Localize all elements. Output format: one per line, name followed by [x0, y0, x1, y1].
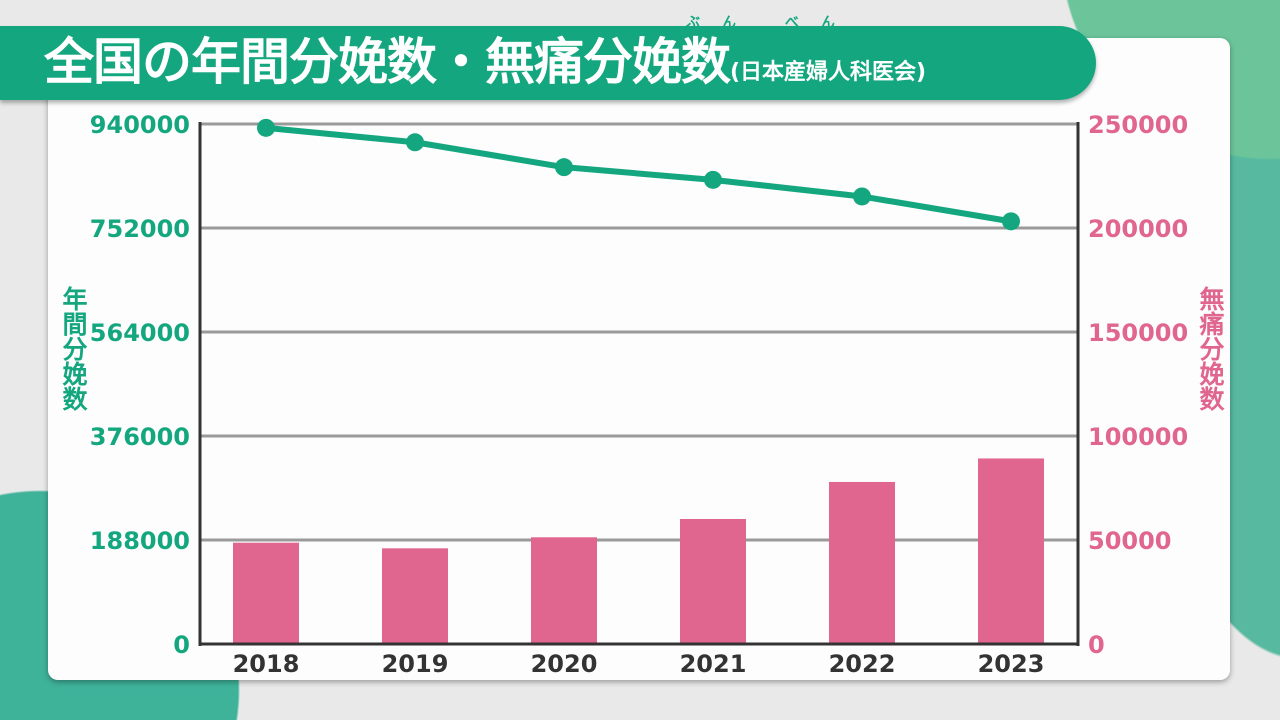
x-tick: 2018 — [233, 650, 300, 678]
y-tick-left: 752000 — [90, 215, 190, 243]
bar-2018 — [233, 542, 299, 644]
bar-2019 — [382, 548, 448, 644]
line-series — [265, 124, 1012, 225]
line-point-2019 — [406, 133, 424, 152]
y-tick-right: 50000 — [1088, 527, 1172, 555]
chart-title: 全国の年間分娩数・無痛分娩数(日本産婦人科医会) — [44, 30, 926, 105]
title-main: 全国の年間分娩数・無痛分娩数 — [44, 33, 731, 91]
y-axis-right-label: 無痛分娩数 — [1196, 286, 1225, 411]
y-tick-right: 100000 — [1088, 423, 1188, 451]
x-tick: 2019 — [382, 650, 449, 678]
line-point-2021 — [704, 170, 722, 189]
x-tick: 2023 — [978, 650, 1045, 678]
y-tick-left: 564000 — [90, 319, 190, 347]
line-point-2023 — [1002, 212, 1020, 231]
y-tick-left: 376000 — [90, 423, 190, 451]
title-ruby: ぶん べん — [686, 15, 857, 31]
bar-2022 — [829, 481, 895, 644]
line-point-2022 — [853, 187, 871, 206]
bar-2023 — [978, 458, 1044, 644]
y-tick-right: 150000 — [1088, 319, 1188, 347]
line-point-2018 — [257, 118, 275, 137]
y-tick-left: 188000 — [90, 527, 190, 555]
x-tick: 2020 — [531, 650, 598, 678]
title-source: (日本産婦人科医会) — [730, 60, 927, 85]
y-tick-right: 200000 — [1088, 215, 1188, 243]
x-tick: 2022 — [829, 650, 896, 678]
bar-2021 — [680, 518, 746, 644]
y-tick-right: 250000 — [1088, 111, 1188, 139]
line-point-2020 — [555, 158, 573, 177]
bar-2020 — [531, 537, 597, 644]
y-tick-left: 940000 — [90, 111, 190, 139]
x-tick: 2021 — [680, 650, 747, 678]
y-tick-right: 0 — [1088, 631, 1105, 659]
y-tick-left: 0 — [173, 631, 190, 659]
title-banner — [0, 26, 1096, 100]
y-axis-left-label: 年間分娩数 — [59, 286, 88, 411]
